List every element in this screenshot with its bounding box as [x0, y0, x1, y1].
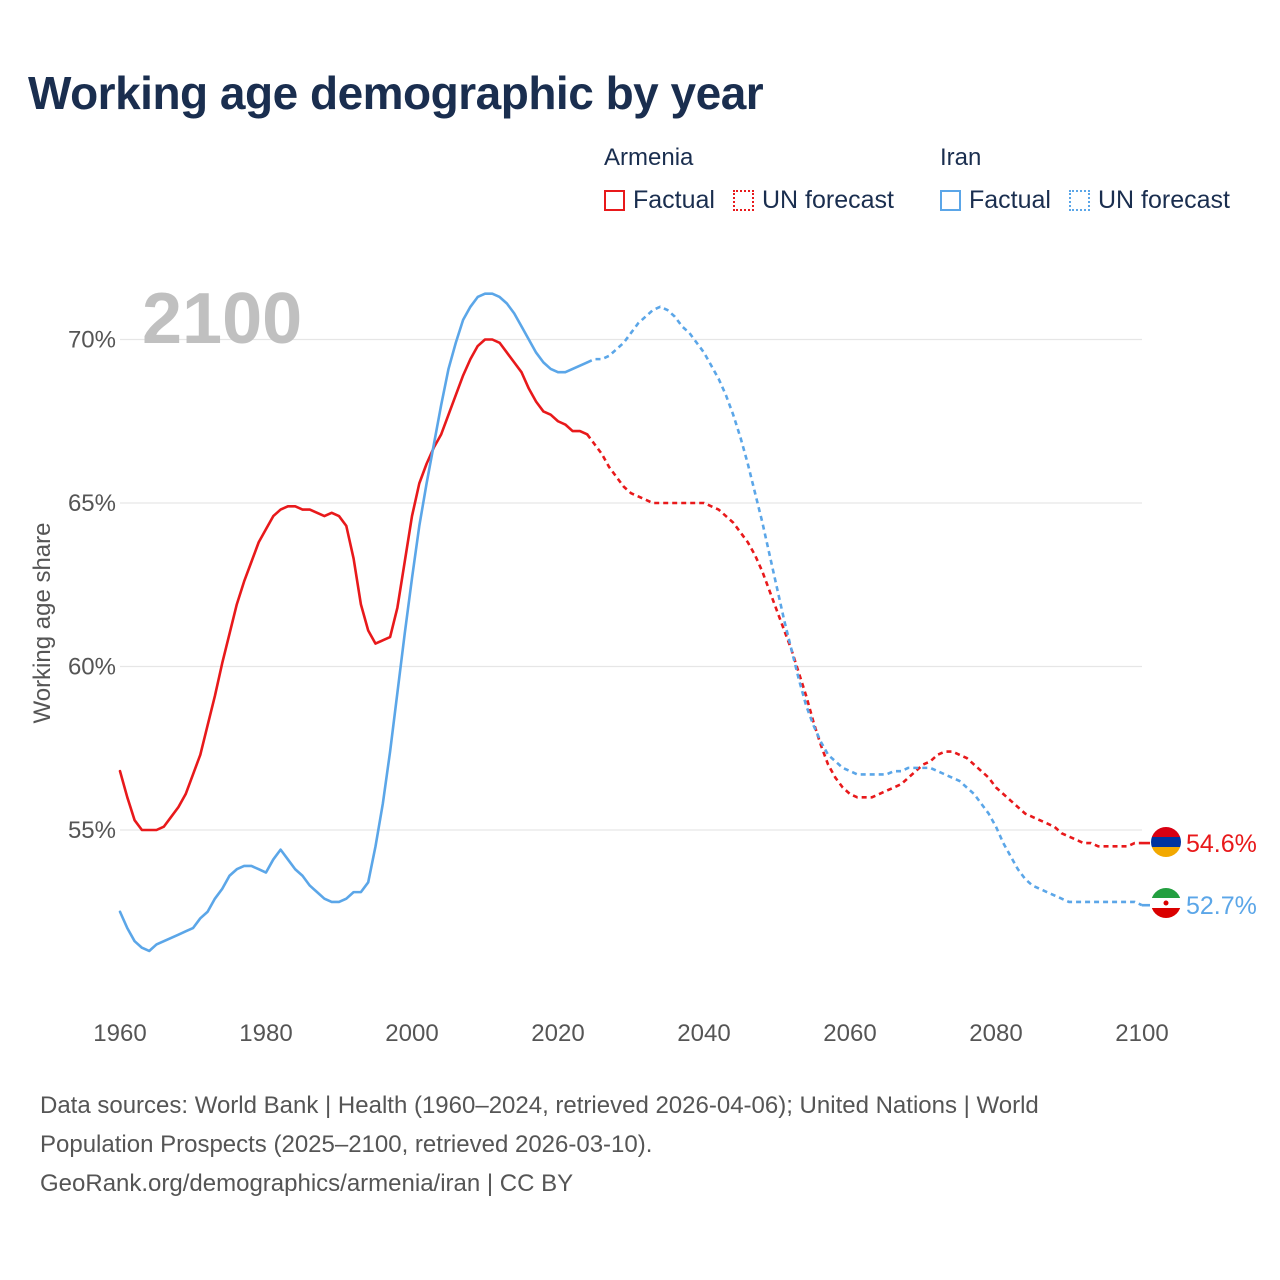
chart-title: Working age demographic by year — [28, 67, 764, 119]
legend-label: UN forecast — [761, 186, 894, 214]
x-tick-label: 2100 — [1115, 1020, 1168, 1047]
legend-country-iran: Iran — [940, 144, 982, 171]
source-line-3[interactable]: GeoRank.org/demographics/armenia/iran | … — [40, 1170, 574, 1197]
legend-label: Factual — [633, 186, 715, 214]
source-note: Data sources: World Bank | Health (1960–… — [40, 1086, 1200, 1203]
legend-swatch-dotted-icon — [1068, 190, 1090, 211]
armenia-end-label: 54.6% — [1186, 830, 1257, 858]
x-tick-label: 2040 — [677, 1020, 730, 1047]
line-chart: 2100 55% 60% 65% 70% 1960 1980 2000 2020 2040 20… — [29, 279, 1257, 1047]
source-line-1: Data sources: World Bank | Health (1960–… — [40, 1092, 1039, 1119]
legend-iran-forecast[interactable]: UN forecast — [1068, 186, 1230, 215]
legend-armenia-factual[interactable]: Factual — [604, 186, 715, 215]
year-watermark: 2100 — [142, 279, 302, 359]
x-tick-label: 2020 — [531, 1020, 584, 1047]
y-axis-label: Working age share — [29, 523, 56, 724]
x-tick-label: 2080 — [969, 1020, 1022, 1047]
legend-country-armenia: Armenia — [604, 144, 694, 171]
legend-iran-factual[interactable]: Factual — [940, 186, 1051, 215]
iran-forecast-line[interactable] — [586, 305, 1143, 907]
y-tick-label: 60% — [68, 654, 116, 681]
y-tick-label: 70% — [68, 327, 116, 354]
iran-factual-line[interactable] — [118, 292, 589, 953]
y-tick-label: 55% — [68, 817, 116, 844]
armenia-factual-line[interactable] — [118, 338, 589, 832]
legend-swatch-solid-icon — [940, 190, 961, 211]
legend-label: Factual — [969, 186, 1051, 214]
legend-swatch-solid-icon — [604, 190, 625, 211]
iran-flag-icon — [1151, 888, 1181, 918]
legend-group-iran: Iran Factual UN forecast — [940, 144, 1230, 215]
legend-group-armenia: Armenia Factual UN forecast — [604, 144, 894, 215]
legend-label: UN forecast — [1097, 186, 1230, 214]
legend-armenia-forecast[interactable]: UN forecast — [732, 186, 894, 215]
x-tick-label: 2000 — [385, 1020, 438, 1047]
y-tick-label: 65% — [68, 490, 116, 517]
armenia-forecast-line[interactable] — [586, 433, 1142, 848]
x-tick-label: 1960 — [93, 1020, 146, 1047]
armenia-flag-icon — [1151, 827, 1181, 857]
iran-end-label: 52.7% — [1186, 892, 1257, 920]
x-tick-label: 1980 — [239, 1020, 292, 1047]
legend-swatch-dotted-icon — [732, 190, 754, 211]
source-line-2: Population Prospects (2025–2100, retriev… — [40, 1131, 653, 1158]
x-tick-label: 2060 — [823, 1020, 876, 1047]
